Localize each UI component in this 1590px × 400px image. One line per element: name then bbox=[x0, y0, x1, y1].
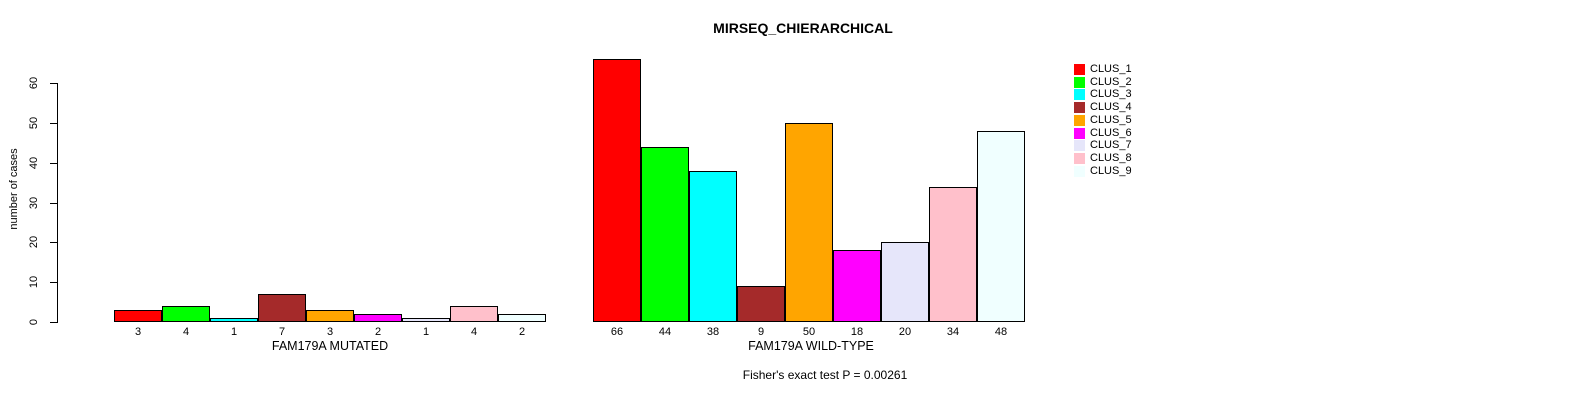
legend-swatch bbox=[1074, 165, 1085, 177]
legend-item-CLUS_1: CLUS_1 bbox=[1074, 63, 1132, 76]
bar-value-label: 4 bbox=[182, 326, 190, 338]
bar-value-label: 66 bbox=[610, 326, 624, 338]
bar-wildtype-CLUS_3 bbox=[689, 170, 737, 322]
legend-label: CLUS_2 bbox=[1090, 75, 1132, 88]
y-tick bbox=[50, 242, 57, 244]
y-tick bbox=[50, 162, 57, 164]
bar-mutated-CLUS_3 bbox=[210, 318, 258, 322]
bar-mutated-CLUS_9 bbox=[498, 314, 546, 322]
bar-value-label: 50 bbox=[802, 326, 816, 338]
x-axis-label-mutated: FAM179A MUTATED bbox=[271, 339, 389, 353]
bar-value-label: 7 bbox=[278, 326, 286, 338]
legend-swatch bbox=[1074, 127, 1085, 139]
legend-item-CLUS_9: CLUS_9 bbox=[1074, 165, 1132, 178]
y-tick-label: 10 bbox=[28, 276, 40, 289]
bar-mutated-CLUS_1 bbox=[114, 310, 162, 322]
bar-wildtype-CLUS_2 bbox=[641, 146, 689, 322]
bar-wildtype-CLUS_9 bbox=[977, 130, 1025, 322]
y-tick bbox=[50, 322, 57, 323]
legend-label: CLUS_9 bbox=[1090, 164, 1132, 177]
bar-wildtype-CLUS_5 bbox=[785, 122, 833, 322]
y-tick-label: 30 bbox=[28, 196, 40, 209]
legend-item-CLUS_6: CLUS_6 bbox=[1074, 127, 1132, 140]
bar-value-label: 44 bbox=[658, 326, 672, 338]
bar-mutated-CLUS_4 bbox=[258, 294, 306, 322]
bar-wildtype-CLUS_1 bbox=[593, 59, 641, 322]
legend-item-CLUS_3: CLUS_3 bbox=[1074, 89, 1132, 102]
bar-value-label: 2 bbox=[374, 326, 382, 338]
bar-value-label: 18 bbox=[850, 326, 864, 338]
bar-mutated-CLUS_8 bbox=[450, 306, 498, 322]
y-tick bbox=[50, 122, 57, 124]
y-tick-label: 60 bbox=[28, 76, 40, 90]
bar-mutated-CLUS_2 bbox=[162, 306, 210, 322]
footer-annotation: Fisher's exact test P = 0.00261 bbox=[742, 368, 908, 382]
bar-mutated-CLUS_7 bbox=[402, 318, 450, 322]
bar-value-label: 3 bbox=[134, 326, 142, 338]
y-tick bbox=[50, 83, 57, 84]
y-tick-label: 40 bbox=[28, 156, 40, 169]
y-tick-label: 50 bbox=[28, 116, 40, 129]
chart-title: MIRSEQ_CHIERARCHICAL bbox=[713, 20, 893, 36]
legend-swatch bbox=[1074, 89, 1085, 101]
legend-swatch bbox=[1074, 76, 1085, 88]
legend-item-CLUS_4: CLUS_4 bbox=[1074, 101, 1132, 114]
bar-value-label: 38 bbox=[706, 326, 720, 338]
y-tick bbox=[50, 282, 57, 284]
bar-value-label: 3 bbox=[326, 326, 334, 338]
bar-value-label: 48 bbox=[994, 326, 1008, 338]
legend-swatch bbox=[1074, 102, 1085, 114]
bar-value-label: 20 bbox=[898, 326, 912, 338]
y-tick-label: 0 bbox=[28, 318, 40, 326]
bar-value-label: 9 bbox=[757, 326, 765, 338]
legend-swatch bbox=[1074, 63, 1085, 75]
bar-mutated-CLUS_6 bbox=[354, 314, 402, 322]
bar-value-label: 34 bbox=[946, 326, 960, 338]
legend-item-CLUS_5: CLUS_5 bbox=[1074, 114, 1132, 127]
legend-swatch bbox=[1074, 114, 1085, 126]
legend-item-CLUS_7: CLUS_7 bbox=[1074, 140, 1132, 153]
bar-wildtype-CLUS_4 bbox=[737, 286, 785, 322]
legend-label: CLUS_7 bbox=[1090, 139, 1132, 152]
legend-label: CLUS_3 bbox=[1090, 88, 1132, 101]
legend-item-CLUS_8: CLUS_8 bbox=[1074, 152, 1132, 165]
y-axis-label: number of cases bbox=[8, 148, 20, 230]
legend-label: CLUS_5 bbox=[1090, 113, 1132, 126]
bar-wildtype-CLUS_8 bbox=[929, 186, 977, 322]
legend-label: CLUS_6 bbox=[1090, 126, 1132, 139]
bar-value-label: 1 bbox=[422, 326, 430, 338]
bar-wildtype-CLUS_7 bbox=[881, 242, 929, 322]
bar-mutated-CLUS_5 bbox=[306, 310, 354, 322]
legend-item-CLUS_2: CLUS_2 bbox=[1074, 76, 1132, 89]
legend-label: CLUS_4 bbox=[1090, 101, 1132, 114]
bar-value-label: 2 bbox=[518, 326, 526, 338]
x-axis-label-wildtype: FAM179A WILD-TYPE bbox=[748, 339, 874, 353]
bar-wildtype-CLUS_6 bbox=[833, 250, 881, 322]
legend-swatch bbox=[1074, 153, 1085, 165]
legend-label: CLUS_1 bbox=[1090, 62, 1132, 75]
legend-swatch bbox=[1074, 140, 1085, 152]
bar-value-label: 1 bbox=[230, 326, 238, 338]
legend: CLUS_1 CLUS_2 CLUS_3 CLUS_4 CLUS_5 CLUS_6 CLUS… bbox=[1074, 63, 1132, 178]
y-axis-line bbox=[57, 83, 58, 323]
legend-label: CLUS_8 bbox=[1090, 152, 1132, 165]
y-tick-label: 20 bbox=[28, 236, 40, 249]
y-tick bbox=[50, 202, 57, 204]
bar-value-label: 4 bbox=[470, 326, 478, 338]
